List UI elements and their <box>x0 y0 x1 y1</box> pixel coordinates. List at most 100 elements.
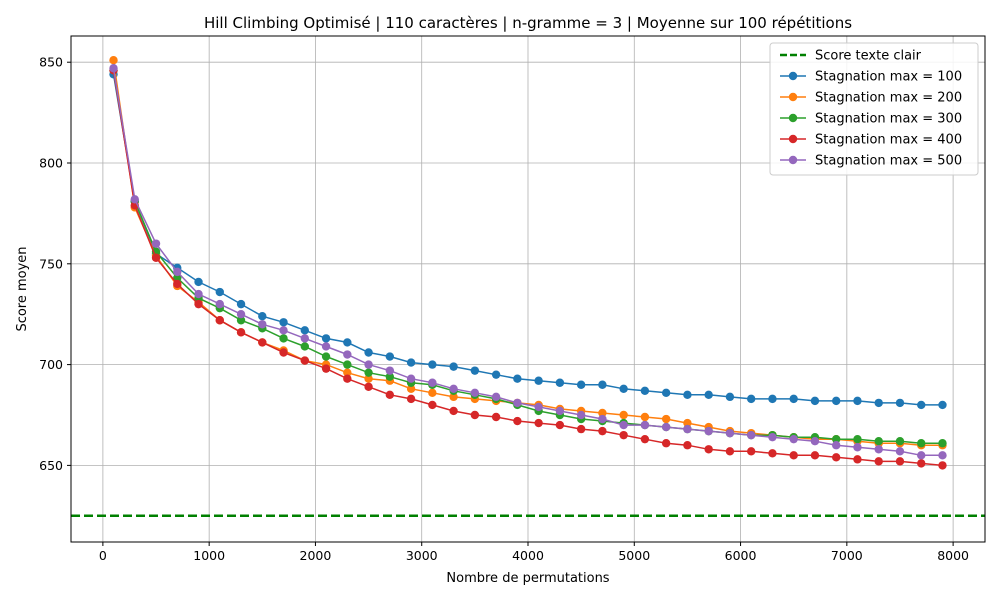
data-point <box>321 342 331 351</box>
data-point <box>725 428 735 438</box>
legend-label: Stagnation max = 100 <box>815 70 962 85</box>
data-point <box>555 420 565 430</box>
data-point <box>725 392 735 402</box>
legend-box <box>769 42 979 176</box>
data-point <box>619 410 628 420</box>
data-point <box>640 412 650 422</box>
data-point <box>619 430 628 440</box>
data-point <box>343 360 352 369</box>
data-point <box>173 267 182 277</box>
data-point <box>194 277 203 287</box>
data-point <box>449 384 458 393</box>
data-point <box>789 434 798 444</box>
data-point <box>258 312 267 321</box>
data-point <box>598 414 607 424</box>
x-axis-ticks: 0 1000 2000 3000 4000 5000 6000 7000 8000 <box>99 542 969 563</box>
series-line <box>112 70 943 467</box>
data-point <box>619 420 628 430</box>
data-point <box>661 422 671 432</box>
data-point <box>130 195 139 204</box>
data-point <box>683 418 692 428</box>
data-point <box>534 376 543 385</box>
data-point <box>789 451 798 460</box>
data-point <box>194 299 203 309</box>
data-point <box>534 418 543 428</box>
data-point <box>640 420 650 430</box>
legend-label: Stagnation max = 300 <box>815 112 962 127</box>
series-line <box>112 74 943 406</box>
data-point <box>598 408 607 418</box>
data-point <box>917 400 926 410</box>
data-point <box>704 390 713 400</box>
x-tick-label: 8000 <box>937 548 969 563</box>
data-point <box>406 384 416 393</box>
legend-swatch-marker <box>788 155 798 165</box>
data-point <box>810 437 820 446</box>
x-tick-label: 1000 <box>193 548 225 563</box>
data-point <box>874 445 883 454</box>
data-point <box>725 447 735 456</box>
data-point <box>300 326 310 335</box>
data-point <box>704 426 713 436</box>
data-point <box>768 432 777 442</box>
data-point <box>173 279 182 289</box>
data-point <box>789 394 798 404</box>
data-point <box>279 334 288 343</box>
data-point <box>300 356 310 365</box>
y-tick-label: 700 <box>39 357 63 372</box>
x-tick-label: 6000 <box>725 548 757 563</box>
series-layer <box>109 55 947 470</box>
data-point <box>406 394 416 404</box>
legend-label-reference: Score texte clair <box>815 49 922 64</box>
data-point <box>534 402 543 412</box>
data-point <box>810 451 820 460</box>
legend-swatch-marker <box>788 92 798 102</box>
data-point <box>236 309 246 319</box>
data-point <box>428 400 437 410</box>
data-point <box>917 439 926 448</box>
data-point <box>598 380 607 389</box>
y-tick-label: 850 <box>39 55 63 70</box>
data-point <box>236 316 246 325</box>
data-point <box>491 392 501 402</box>
legend[interactable]: Score texte clair Stagnation max = 100 Sta… <box>769 42 979 176</box>
data-point <box>258 338 267 347</box>
x-tick-label: 2000 <box>300 548 332 563</box>
data-point <box>895 398 905 408</box>
data-point <box>832 434 841 444</box>
data-point <box>874 457 883 466</box>
data-point <box>300 334 310 343</box>
legend-label: Stagnation max = 200 <box>815 91 962 106</box>
y-axis-label: Score moyen <box>15 246 30 331</box>
data-point <box>364 374 373 383</box>
data-point <box>385 352 395 361</box>
legend-swatch-marker <box>788 113 798 123</box>
data-point <box>853 443 862 452</box>
data-point <box>853 455 862 464</box>
x-tick-label: 3000 <box>406 548 438 563</box>
data-point <box>449 362 458 371</box>
data-point <box>258 320 267 329</box>
x-tick-label: 5000 <box>618 548 650 563</box>
data-point <box>194 289 203 299</box>
data-point <box>151 253 161 262</box>
x-axis-label: Nombre de permutations <box>446 571 609 586</box>
data-point <box>428 388 437 398</box>
data-point <box>470 388 480 398</box>
data-point <box>385 366 395 375</box>
data-point <box>321 364 331 373</box>
data-point <box>768 394 777 404</box>
data-point <box>598 426 607 436</box>
data-point <box>236 299 246 309</box>
series-stagnation-400 <box>109 66 947 470</box>
data-point <box>236 328 246 337</box>
data-point <box>343 338 352 347</box>
data-point <box>321 352 331 361</box>
data-point <box>470 410 480 420</box>
data-point <box>449 392 458 402</box>
data-point <box>874 437 883 446</box>
data-point <box>343 350 352 359</box>
data-point <box>428 378 437 387</box>
data-point <box>704 445 713 454</box>
